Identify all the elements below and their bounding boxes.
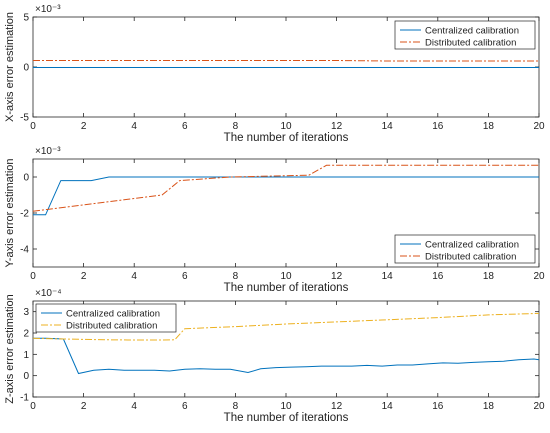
y-tick-label: 1 — [23, 350, 29, 361]
legend-entry-label: Centralized calibration — [425, 26, 519, 37]
x-tick-label: 2 — [81, 401, 87, 412]
legend-entry-label: Centralized calibration — [66, 309, 160, 320]
legend-entry-label: Distributed calibration — [66, 321, 157, 332]
x-tick-label: 0 — [30, 401, 36, 412]
y-exponent-label: ×10⁻³ — [35, 4, 61, 15]
x-tick-label: 20 — [533, 401, 545, 412]
series-line-centralized — [33, 176, 539, 216]
series-line-distributed — [32, 164, 539, 212]
y-tick-label: -2 — [20, 209, 29, 220]
x-tick-label: 8 — [233, 121, 239, 132]
x-tick-label: 4 — [131, 401, 137, 412]
y-tick-label: 0 — [23, 173, 29, 184]
y-tick-label: 2 — [23, 329, 29, 340]
x-tick-label: 0 — [30, 121, 36, 132]
legend-entry-label: Distributed calibration — [425, 38, 516, 49]
x-tick-label: 14 — [382, 401, 394, 412]
x-axis-label: The number of iterations — [224, 412, 349, 424]
chart-panel-2: 0 2 4 6 8 10 12 14 16 18 20 -4 -2 0 ×10⁻³ The number of… — [4, 146, 545, 294]
x-tick-label: 8 — [233, 401, 239, 412]
x-tick-label: 4 — [131, 121, 137, 132]
x-tick-label: 2 — [81, 271, 87, 282]
x-tick-label: 2 — [81, 121, 87, 132]
x-tick-label: 14 — [382, 121, 394, 132]
x-tick-label: 20 — [533, 121, 545, 132]
y-tick-label: 0 — [23, 63, 29, 74]
x-tick-label: 18 — [483, 401, 495, 412]
x-tick-label: 18 — [483, 121, 495, 132]
legend-box — [35, 303, 177, 333]
x-tick-label: 20 — [533, 271, 545, 282]
y-exponent-label: ×10⁻³ — [35, 146, 61, 157]
x-tick-label: 16 — [432, 121, 444, 132]
y-exponent-label: ×10⁻⁴ — [35, 288, 62, 299]
series-line-distributed — [32, 312, 540, 341]
y-tick-label: -1 — [20, 393, 29, 404]
x-tick-label: 12 — [331, 401, 343, 412]
x-tick-label: 10 — [280, 271, 292, 282]
x-tick-label: 8 — [233, 271, 239, 282]
y-tick-label: 3 — [23, 307, 29, 318]
y-axis-label: Y-axis error estimation — [4, 158, 16, 267]
y-tick-label: 5 — [23, 13, 29, 24]
series-line-centralized — [33, 337, 540, 375]
x-axis-label: The number of iterations — [224, 132, 349, 144]
legend-box — [394, 234, 536, 264]
x-tick-label: 18 — [483, 271, 495, 282]
x-tick-label: 6 — [182, 271, 188, 282]
legend-entry-label: Centralized calibration — [425, 240, 519, 251]
x-tick-label: 10 — [280, 121, 292, 132]
x-tick-label: 12 — [331, 271, 343, 282]
x-tick-label: 6 — [182, 121, 188, 132]
y-axis-label: X-axis error estimation — [4, 12, 16, 122]
x-tick-label: 4 — [131, 271, 137, 282]
x-tick-label: 10 — [280, 401, 292, 412]
y-tick-label: -5 — [20, 113, 29, 124]
y-tick-label: -4 — [20, 245, 29, 256]
x-tick-label: 16 — [432, 401, 444, 412]
series-line-distributed — [33, 60, 539, 62]
x-tick-label: 0 — [30, 271, 36, 282]
y-tick-label: 0 — [23, 371, 29, 382]
x-tick-label: 14 — [382, 271, 394, 282]
x-tick-label: 6 — [182, 401, 188, 412]
y-axis-label: Z-axis error estimation — [4, 294, 16, 403]
legend-entry-label: Distributed calibration — [425, 252, 516, 263]
x-tick-label: 12 — [331, 121, 343, 132]
x-axis-label: The number of iterations — [224, 282, 349, 294]
legend-box — [394, 20, 536, 50]
x-tick-label: 16 — [432, 271, 444, 282]
